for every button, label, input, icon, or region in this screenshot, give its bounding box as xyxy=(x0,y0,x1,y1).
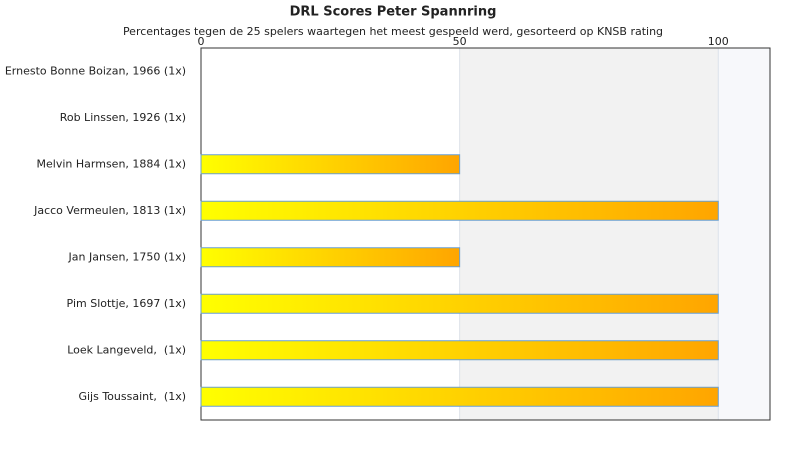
y-tick-label: Loek Langeveld, (1x) xyxy=(67,343,186,356)
bar xyxy=(200,200,719,221)
chart-subtitle: Percentages tegen de 25 spelers waartege… xyxy=(123,25,663,38)
chart-title: DRL Scores Peter Spannring xyxy=(290,5,497,20)
x-tick-label: 50 xyxy=(453,35,467,48)
bar xyxy=(200,154,461,175)
y-tick-label: Gijs Toussaint, (1x) xyxy=(78,390,186,403)
plot-frame xyxy=(200,47,771,421)
y-tick-label: Jan Jansen, 1750 (1x) xyxy=(68,250,186,263)
bar xyxy=(200,340,719,361)
y-tick-label: Jacco Vermeulen, 1813 (1x) xyxy=(33,204,186,217)
bar xyxy=(200,386,719,407)
bar xyxy=(200,247,461,268)
plot-band xyxy=(718,48,770,420)
y-tick-label: Pim Slottje, 1697 (1x) xyxy=(67,297,186,310)
x-tick-label: 100 xyxy=(708,35,729,48)
y-tick-label: Rob Linssen, 1926 (1x) xyxy=(60,111,186,124)
y-tick-label: Melvin Harmsen, 1884 (1x) xyxy=(37,157,186,170)
y-tick-label: Ernesto Bonne Boizan, 1966 (1x) xyxy=(5,64,186,77)
x-tick-label: 0 xyxy=(198,35,205,48)
bar xyxy=(200,293,719,314)
plot-band xyxy=(459,48,719,420)
plot-band xyxy=(201,48,460,420)
